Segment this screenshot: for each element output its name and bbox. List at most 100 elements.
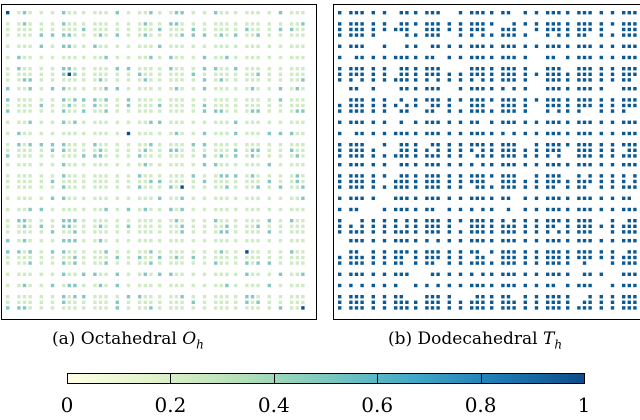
matrix-cell — [104, 109, 108, 113]
matrix-cell — [394, 300, 398, 304]
matrix-cell — [414, 185, 418, 189]
matrix-cell — [278, 44, 283, 48]
matrix-cell — [551, 306, 555, 310]
matrix-cell — [301, 67, 305, 71]
matrix-cell — [180, 109, 184, 113]
matrix-cell — [414, 239, 418, 243]
matrix-cell — [371, 148, 375, 152]
matrix-cell — [458, 306, 463, 310]
matrix-cell — [354, 300, 359, 304]
matrix-cell — [458, 109, 463, 113]
matrix-cell — [405, 300, 409, 304]
matrix-cell — [506, 143, 511, 147]
matrix-cell — [17, 22, 21, 26]
matrix-cell — [67, 300, 71, 304]
matrix-cell — [582, 33, 587, 37]
matrix-cell — [425, 207, 429, 212]
matrix-cell — [278, 261, 283, 265]
matrix-cell — [301, 185, 305, 189]
matrix-cell — [301, 272, 305, 276]
matrix-cell — [610, 44, 615, 48]
matrix-cell — [506, 300, 511, 304]
matrix-cell — [425, 219, 429, 223]
colorbar-tick-label: 0.8 — [464, 393, 497, 417]
matrix-cell — [39, 179, 43, 184]
matrix-cell — [180, 22, 184, 26]
matrix-cell — [22, 179, 27, 184]
matrix-cell — [73, 185, 77, 189]
matrix-cell — [610, 250, 615, 254]
matrix-cell — [354, 109, 359, 113]
matrix-cell — [414, 131, 418, 136]
matrix-cell — [104, 143, 108, 147]
matrix-cell — [430, 131, 435, 136]
octahedral-matrix-cells — [6, 11, 305, 310]
matrix-cell — [430, 255, 435, 260]
matrix-cell — [577, 55, 581, 60]
matrix-cell — [290, 109, 294, 113]
matrix-cell — [301, 174, 305, 178]
matrix-cell — [588, 224, 592, 228]
matrix-cell — [371, 87, 375, 91]
matrix-cell — [371, 250, 375, 254]
matrix-cell — [447, 196, 451, 200]
matrix-cell — [599, 300, 603, 304]
matrix-cell — [39, 196, 43, 200]
matrix-cell — [338, 283, 342, 288]
matrix-cell — [338, 224, 342, 228]
matrix-cell — [174, 11, 179, 15]
matrix-cell — [225, 219, 229, 223]
matrix-cell — [490, 207, 494, 212]
matrix-cell — [214, 219, 218, 223]
matrix-cell — [39, 300, 43, 304]
matrix-cell — [169, 255, 173, 260]
matrix-cell — [219, 87, 223, 91]
matrix-cell — [506, 33, 511, 37]
matrix-cell — [180, 174, 184, 178]
matrix-cell — [301, 148, 305, 152]
matrix-cell — [290, 22, 294, 26]
matrix-cell — [39, 148, 43, 152]
matrix-cell — [143, 72, 147, 76]
matrix-cell — [501, 255, 505, 260]
matrix-cell — [267, 283, 271, 288]
matrix-cell — [149, 72, 153, 76]
matrix-cell — [436, 250, 440, 254]
matrix-cell — [104, 300, 108, 304]
matrix-cell — [225, 230, 229, 234]
matrix-cell — [349, 239, 353, 243]
matrix-cell — [191, 283, 195, 288]
matrix-cell — [256, 250, 260, 254]
matrix-cell — [202, 55, 207, 60]
matrix-cell — [622, 143, 626, 147]
matrix-cell — [349, 87, 353, 91]
matrix-cell — [158, 239, 162, 243]
matrix-cell — [39, 44, 43, 48]
matrix-cell — [267, 174, 271, 178]
matrix-cell — [73, 67, 77, 71]
matrix-cell — [158, 255, 162, 260]
matrix-cell — [143, 174, 147, 178]
matrix-cell — [126, 300, 131, 304]
matrix-cell — [338, 300, 342, 304]
colorbar-tick-label: 0 — [60, 393, 74, 417]
matrix-cell — [143, 98, 147, 102]
matrix-cell — [73, 87, 77, 91]
matrix-cell — [67, 131, 71, 136]
matrix-cell — [219, 98, 223, 102]
matrix-cell — [458, 120, 463, 124]
matrix-cell — [82, 230, 86, 234]
matrix-cell — [470, 272, 474, 276]
matrix-cell — [28, 300, 32, 304]
matrix-cell — [295, 306, 299, 310]
matrix-cell — [50, 174, 55, 178]
matrix-cell — [17, 33, 21, 37]
matrix-cell — [506, 72, 511, 76]
matrix-cell — [225, 67, 229, 71]
matrix-cell — [566, 283, 570, 288]
matrix-cell — [62, 239, 66, 243]
matrix-cell — [490, 33, 494, 37]
matrix-cell — [436, 174, 440, 178]
matrix-cell — [225, 306, 229, 310]
matrix-cell — [50, 67, 55, 71]
